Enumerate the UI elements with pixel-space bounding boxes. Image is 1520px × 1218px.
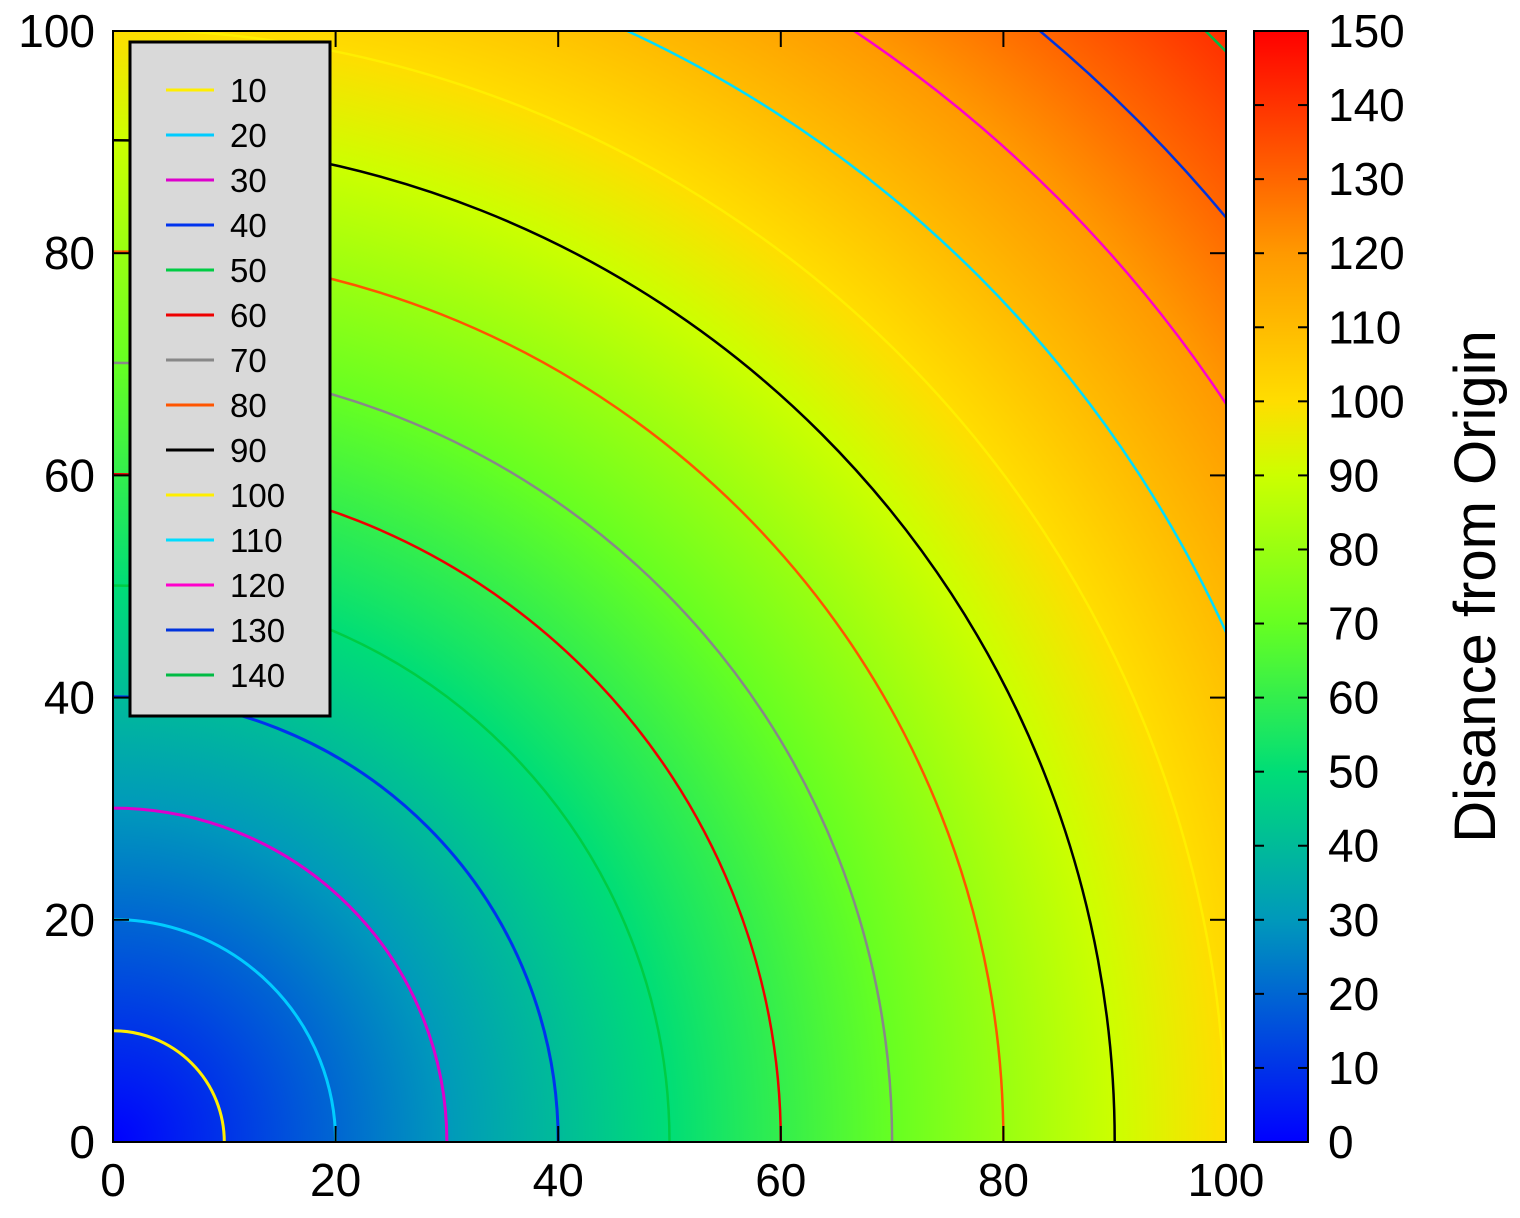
colorbar-tick-label: 90 xyxy=(1328,449,1379,501)
colorbar-tick-label: 130 xyxy=(1328,153,1405,205)
x-tick-label: 80 xyxy=(978,1154,1029,1206)
y-tick-label: 20 xyxy=(44,894,95,946)
legend-label: 110 xyxy=(230,522,283,559)
contour-line-10 xyxy=(113,1029,226,1142)
colorbar-tick-label: 20 xyxy=(1328,968,1379,1020)
legend-label: 80 xyxy=(230,387,267,424)
colorbar-tick-label: 10 xyxy=(1328,1042,1379,1094)
y-tick-label: 100 xyxy=(18,5,95,57)
axes: 0 20 40 60 80 100 0 20 40 60 80 100 xyxy=(18,5,1264,1206)
colorbar-tick-label: 50 xyxy=(1328,746,1379,798)
legend-label: 20 xyxy=(230,117,267,154)
colorbar-title: Disance from Origin xyxy=(1443,330,1508,842)
x-tick-label: 100 xyxy=(1188,1154,1265,1206)
colorbar-tick-label: 120 xyxy=(1328,227,1405,279)
legend-label: 90 xyxy=(230,432,267,469)
colorbar-tick-label: 30 xyxy=(1328,894,1379,946)
y-tick-label: 0 xyxy=(69,1116,95,1168)
colorbar-gradient xyxy=(1253,30,1309,1143)
legend-label: 10 xyxy=(230,72,267,109)
contour-line-20 xyxy=(113,917,338,1142)
legend-label: 100 xyxy=(230,477,285,514)
colorbar-tick-label: 110 xyxy=(1328,301,1401,353)
contour-line-30 xyxy=(113,806,449,1142)
x-tick-label: 0 xyxy=(100,1154,126,1206)
contour-line-140 xyxy=(1203,31,1226,54)
legend-label: 70 xyxy=(230,342,267,379)
y-tick-label: 40 xyxy=(44,672,95,724)
colorbar-tick-label: 60 xyxy=(1328,672,1379,724)
contour-line-90 xyxy=(113,139,1116,1142)
contour-line-100 xyxy=(151,31,1226,1142)
legend-label: 140 xyxy=(230,657,285,694)
x-tick-label: 60 xyxy=(755,1154,806,1206)
colorbar-tick-label: 150 xyxy=(1328,5,1405,57)
legend-label: 30 xyxy=(230,162,267,199)
colorbar-tick-label: 40 xyxy=(1328,820,1379,872)
legend-label: 50 xyxy=(230,252,267,289)
x-tick-label: 20 xyxy=(310,1154,361,1206)
y-tick-label: 60 xyxy=(44,449,95,501)
contour-line-120 xyxy=(851,31,1226,407)
colorbar-tick-label: 80 xyxy=(1328,523,1379,575)
legend: 10 20 30 40 50 60 70 80 90 100 110 120 130 140 xyxy=(128,40,332,718)
plot-frame xyxy=(112,30,1227,1143)
contour-line-110 xyxy=(624,31,1226,635)
legend-label: 130 xyxy=(230,612,285,649)
colorbar-tick-label: 70 xyxy=(1328,598,1379,650)
contour-line-130 xyxy=(1037,31,1226,220)
legend-box xyxy=(128,40,332,718)
colorbar-tick-label: 0 xyxy=(1328,1116,1354,1168)
legend-label: 120 xyxy=(230,567,285,604)
y-tick-label: 80 xyxy=(44,227,95,279)
legend-label: 40 xyxy=(230,207,267,244)
legend-label: 60 xyxy=(230,297,267,334)
x-tick-label: 40 xyxy=(533,1154,584,1206)
colorbar: 0 10 20 30 40 50 60 70 80 90 100 110 120 130 140 150 Dis… xyxy=(1253,5,1508,1168)
colorbar-tick-label: 140 xyxy=(1328,79,1405,131)
colorbar-tick-label: 100 xyxy=(1328,375,1405,427)
